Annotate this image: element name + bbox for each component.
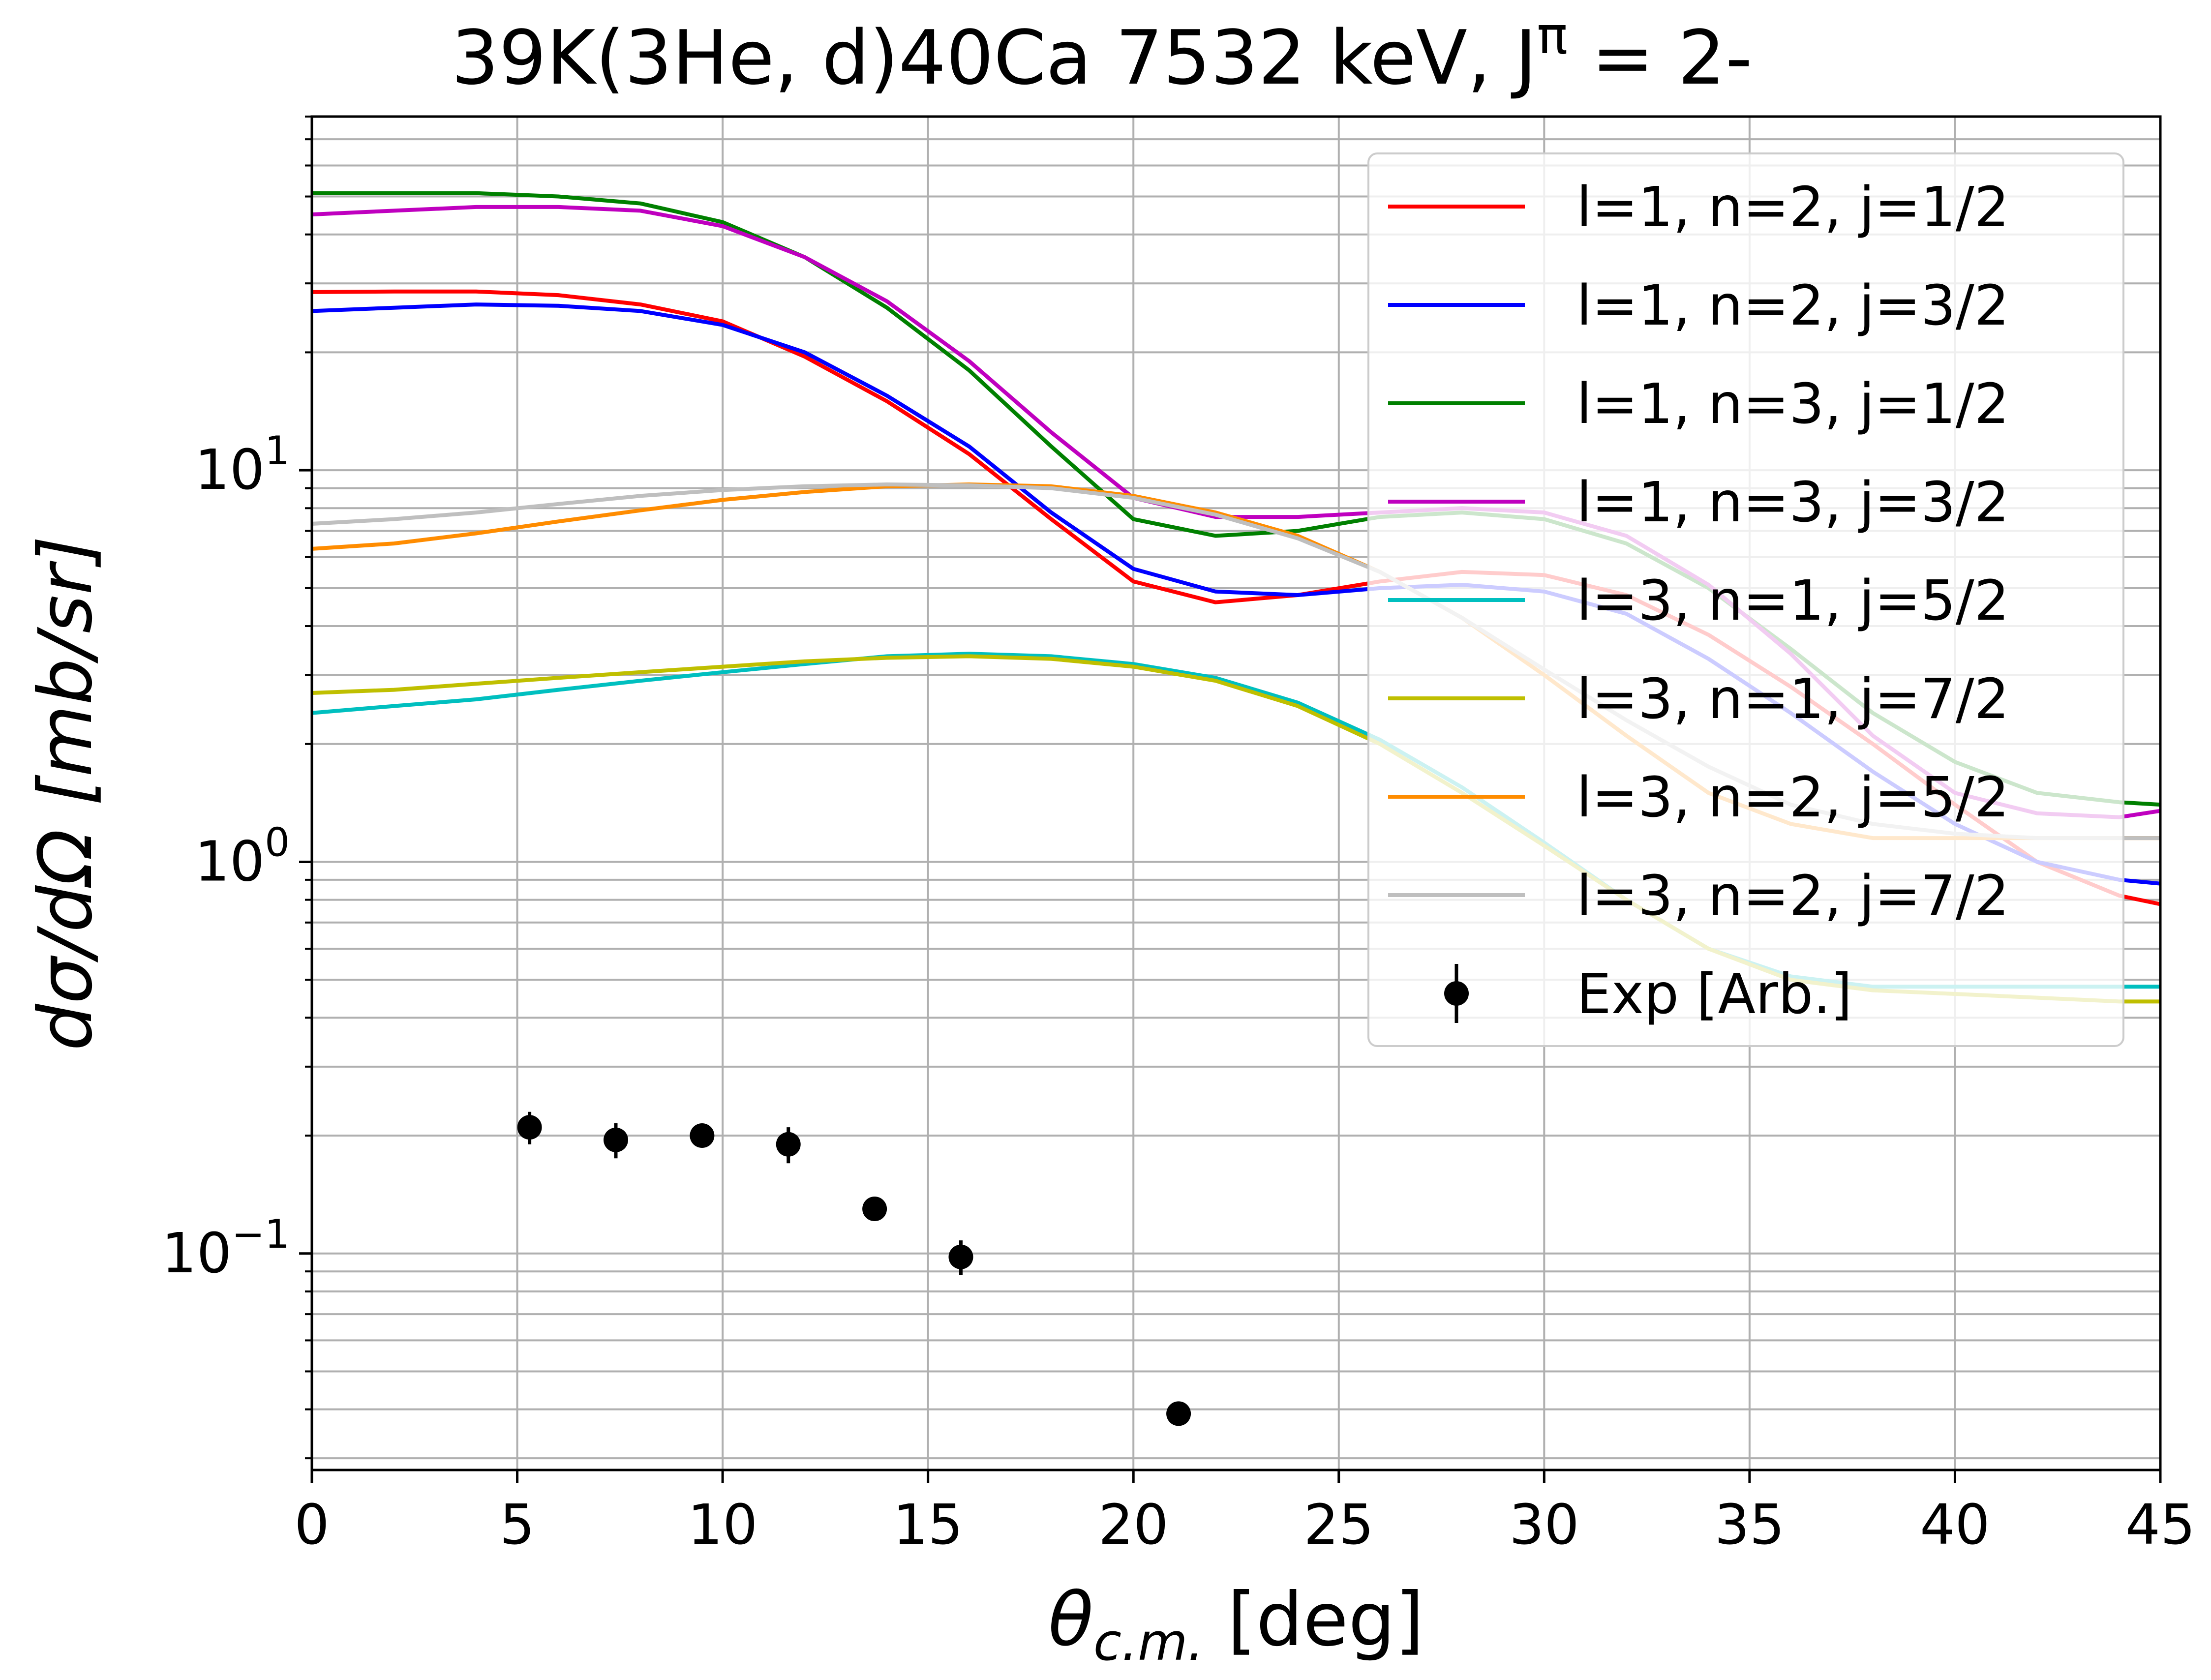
exp-point bbox=[603, 1127, 628, 1152]
x-tick-label: 40 bbox=[1920, 1493, 1990, 1557]
legend-label-8: l=3, n=2, j=7/2 bbox=[1576, 864, 2009, 928]
plot-frame bbox=[310, 115, 2162, 1471]
legend-box bbox=[1367, 152, 2124, 1047]
x-tick-label: 45 bbox=[2125, 1493, 2196, 1557]
legend-swatch-exp bbox=[1444, 981, 1469, 1006]
exp-point bbox=[862, 1197, 887, 1222]
x-tick-label: 15 bbox=[893, 1493, 963, 1557]
y-tick-label: 100 bbox=[195, 819, 290, 894]
exp-point bbox=[1166, 1401, 1191, 1426]
experimental-points bbox=[517, 1111, 1191, 1426]
exp-point bbox=[776, 1132, 801, 1157]
x-tick-label: 20 bbox=[1098, 1493, 1169, 1557]
legend-label-2: l=1, n=2, j=3/2 bbox=[1576, 274, 2009, 338]
legend: l=1, n=2, j=1/2 l=1, n=2, j=3/2 l=1, n=3, … bbox=[1367, 152, 2124, 1047]
x-axis-label: θc.m. [deg] bbox=[1048, 1577, 1424, 1672]
legend-label-6: l=3, n=1, j=7/2 bbox=[1576, 667, 2009, 731]
exp-point bbox=[690, 1123, 715, 1148]
exp-point bbox=[517, 1115, 542, 1140]
y-tick-label: 10−1 bbox=[162, 1211, 290, 1286]
y-tick-label: 101 bbox=[195, 428, 290, 502]
legend-label-exp: Exp [Arb.] bbox=[1576, 962, 1852, 1026]
axis-ticks bbox=[299, 116, 2162, 1483]
x-tick-label: 30 bbox=[1509, 1493, 1579, 1557]
legend-label-4: l=1, n=3, j=3/2 bbox=[1576, 471, 2009, 535]
x-tick-label: 35 bbox=[1715, 1493, 1785, 1557]
legend-label-3: l=1, n=3, j=1/2 bbox=[1576, 372, 2009, 436]
x-tick-labels: 0 5 10 15 20 25 30 35 40 45 bbox=[294, 1493, 2195, 1557]
legend-label-7: l=3, n=2, j=5/2 bbox=[1576, 766, 2009, 830]
legend-label-5: l=3, n=1, j=5/2 bbox=[1576, 569, 2009, 633]
x-tick-label: 25 bbox=[1304, 1493, 1374, 1557]
x-tick-label: 10 bbox=[688, 1493, 758, 1557]
x-tick-label: 5 bbox=[500, 1493, 535, 1557]
y-tick-labels: 10−1 100 101 bbox=[162, 428, 290, 1286]
legend-label-1: l=1, n=2, j=1/2 bbox=[1576, 176, 2009, 240]
exp-point bbox=[948, 1244, 973, 1269]
chart-title: 39K(3He, d)40Ca 7532 keV, Jπ = 2- bbox=[451, 5, 1752, 101]
y-axis-label: dσ/dΩ [mb/sr] bbox=[23, 536, 109, 1050]
x-tick-label: 0 bbox=[294, 1493, 329, 1557]
